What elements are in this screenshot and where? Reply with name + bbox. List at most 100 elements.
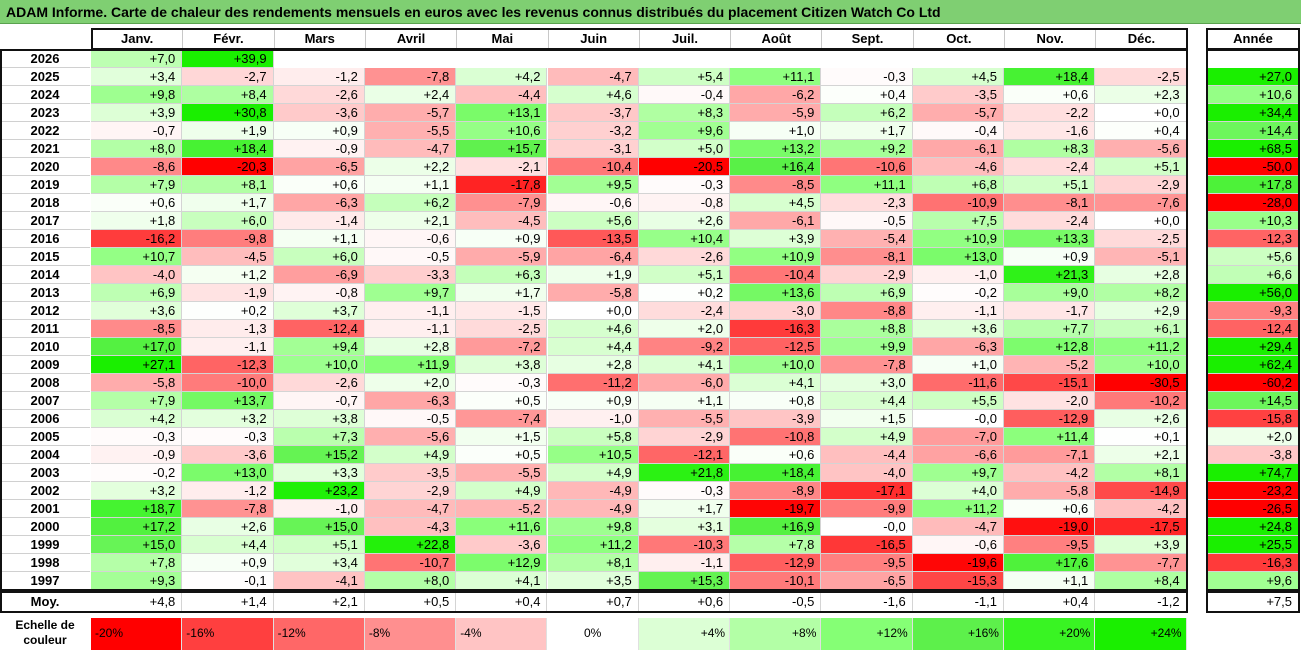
- heatmap-cell: +10,4: [638, 230, 731, 248]
- heatmap-cell: -2,9: [638, 428, 731, 446]
- heatmap-cell: +3,2: [182, 410, 274, 428]
- annual-cell: +74,7: [1207, 464, 1299, 482]
- heatmap-cell: -4,2: [1095, 500, 1187, 518]
- heatmap-cell: -4,2: [1004, 464, 1096, 482]
- heatmap-cell: +2,2: [364, 158, 457, 176]
- annual-cell: -26,5: [1207, 500, 1299, 518]
- heatmap-cell: +8,0: [91, 140, 183, 158]
- heatmap-cell: +9,7: [364, 284, 457, 302]
- heatmap-cell: -1,2: [273, 68, 365, 86]
- heatmap-cell: +6,0: [273, 248, 365, 266]
- annual-cell: +56,0: [1207, 284, 1299, 302]
- heatmap-cell: -10,4: [730, 266, 822, 284]
- year-label: 2018: [0, 194, 90, 212]
- heatmap-cell: +13,0: [912, 248, 1004, 266]
- color-scale-stop: -12%: [273, 618, 365, 650]
- heatmap-cell: +11,4: [1004, 428, 1096, 446]
- heatmap-cell: +0,9: [547, 392, 639, 410]
- heatmap-cell: +1,0: [912, 356, 1004, 374]
- heatmap-cell: -20,5: [638, 158, 731, 176]
- heatmap-cell: +9,7: [912, 464, 1004, 482]
- heatmap-cell: -0,3: [91, 428, 183, 446]
- heatmap-cell: -1,1: [182, 338, 274, 356]
- heatmap-cell: +1,2: [182, 266, 274, 284]
- heatmap-cell: +4,4: [182, 536, 274, 554]
- annual-cell: +34,4: [1207, 104, 1299, 122]
- heatmap-cell: +2,8: [1095, 266, 1187, 284]
- heatmap-cell: -4,4: [821, 446, 913, 464]
- heatmap-cell: +9,3: [91, 572, 183, 590]
- average-cell: +0,4: [456, 592, 548, 612]
- heatmap-cell: -0,3: [638, 482, 731, 500]
- color-scale-stop: +16%: [912, 618, 1004, 650]
- year-label: 2011: [0, 320, 90, 338]
- heatmap-cell: -5,1: [1095, 248, 1187, 266]
- heatmap-cell: -5,5: [456, 464, 548, 482]
- heatmap-cell: +0,0: [547, 302, 639, 320]
- heatmap-cell: +2,8: [547, 356, 639, 374]
- heatmap-cell: -2,6: [273, 86, 365, 104]
- heatmap-cell: +23,2: [273, 482, 365, 500]
- heatmap-cell: +22,8: [364, 536, 457, 554]
- heatmap-cell: +11,2: [547, 536, 639, 554]
- heatmap-cell: +7,8: [91, 554, 183, 572]
- heatmap-cell: +17,6: [1004, 554, 1096, 572]
- month-header: Févr.: [182, 30, 273, 49]
- heatmap-cell: -7,8: [821, 356, 913, 374]
- year-label: 2017: [0, 212, 90, 230]
- heatmap-cell: +21,8: [638, 464, 731, 482]
- heatmap-cell: +6,1: [1095, 320, 1187, 338]
- heatmap-cell: -8,1: [1004, 194, 1096, 212]
- heatmap-cell: -10,9: [912, 194, 1004, 212]
- heatmap-cell: -6,4: [547, 248, 639, 266]
- heatmap-cell: +0,0: [1095, 212, 1187, 230]
- annual-cell: -23,2: [1207, 482, 1299, 500]
- heatmap-cell: -10,3: [638, 536, 731, 554]
- heatmap-cell: -6,5: [273, 158, 365, 176]
- heatmap-cell: -0,5: [821, 212, 913, 230]
- heatmap-cell: +0,1: [1095, 428, 1187, 446]
- heatmap-cell: -0,6: [547, 194, 639, 212]
- heatmap-cell: +17,2: [91, 518, 183, 536]
- average-cell: +1,4: [182, 592, 274, 612]
- heatmap-cell: -6,9: [273, 266, 365, 284]
- heatmap-cell: +15,0: [273, 518, 365, 536]
- heatmap-cell: +5,1: [1004, 176, 1096, 194]
- year-label: 1998: [0, 554, 90, 572]
- heatmap-cell: -19,0: [1004, 518, 1096, 536]
- heatmap-cell: +27,1: [91, 356, 183, 374]
- heatmap-cell: +11,6: [456, 518, 548, 536]
- month-header: Sept.: [821, 30, 912, 49]
- heatmap-cell: +0,9: [182, 554, 274, 572]
- heatmap-cell: +8,1: [547, 554, 639, 572]
- heatmap-cell: -3,5: [364, 464, 457, 482]
- heatmap-cell: -0,6: [912, 536, 1004, 554]
- heatmap-cell: -2,1: [456, 158, 548, 176]
- year-label: 2005: [0, 428, 90, 446]
- heatmap-cell: +13,3: [1004, 230, 1096, 248]
- color-scale-stop: -4%: [456, 618, 548, 650]
- heatmap-cell: -9,5: [821, 554, 913, 572]
- heatmap-cell: +0,2: [182, 302, 274, 320]
- color-scale-stop: -20%: [91, 618, 183, 650]
- heatmap-cell: +4,6: [547, 320, 639, 338]
- heatmap-cell: +8,1: [182, 176, 274, 194]
- heatmap-cell: +10,6: [456, 122, 548, 140]
- heatmap-cell: -16,3: [730, 320, 822, 338]
- heatmap-cell: -0,4: [912, 122, 1004, 140]
- heatmap-cell: +8,2: [1095, 284, 1187, 302]
- heatmap-cell: -3,3: [364, 266, 457, 284]
- heatmap-cell: +3,9: [91, 104, 183, 122]
- heatmap-cell: +13,2: [730, 140, 822, 158]
- color-scale-stop: +4%: [638, 618, 731, 650]
- heatmap-cell: -8,1: [821, 248, 913, 266]
- annual-cell: +27,0: [1207, 68, 1299, 86]
- heatmap-cell: -4,1: [273, 572, 365, 590]
- heatmap-cell: -3,2: [547, 122, 639, 140]
- month-header: Oct.: [912, 30, 1004, 49]
- heatmap-cell: -2,7: [182, 68, 274, 86]
- heatmap-cell: +10,0: [1095, 356, 1187, 374]
- heatmap-cell: +9,4: [273, 338, 365, 356]
- month-header: Mars: [273, 30, 365, 49]
- heatmap-cell: +18,7: [91, 500, 183, 518]
